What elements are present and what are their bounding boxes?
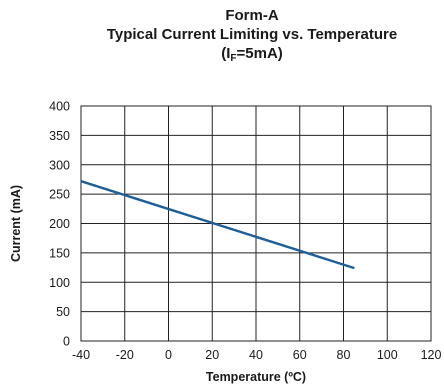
x-tick-label: -40 <box>72 348 90 362</box>
y-tick-label: 50 <box>56 305 70 319</box>
x-tick-label: 40 <box>249 348 263 362</box>
x-tick-label: 0 <box>165 348 172 362</box>
x-tick-label: 60 <box>293 348 307 362</box>
y-tick-label: 350 <box>49 129 70 143</box>
grid <box>80 105 432 342</box>
y-tick-labels: 0 50 100 150 200 250 300 350 400 <box>49 100 70 349</box>
title-line3-sub: F <box>230 53 237 64</box>
chart-title-line1: Form-A <box>225 7 279 24</box>
title-line3-suffix: =5mA) <box>236 45 283 62</box>
y-tick-label: 400 <box>49 100 70 114</box>
y-tick-label: 300 <box>49 158 70 172</box>
x-tick-label: 20 <box>205 348 219 362</box>
series-group <box>80 180 355 270</box>
y-tick-label: 200 <box>49 217 70 231</box>
title-line3-prefix: (I <box>221 45 231 62</box>
plot-frame <box>80 105 432 342</box>
chart-title-line2: Typical Current Limiting vs. Temperature <box>106 26 398 43</box>
x-tick-label: -20 <box>116 348 134 362</box>
series-line <box>80 180 355 270</box>
x-axis-label: Temperature (ºC) <box>206 370 306 384</box>
x-tick-label: 80 <box>337 348 351 362</box>
y-axis-label: Current (mA) <box>9 185 23 262</box>
plot-border <box>80 105 432 342</box>
x-tick-label: 100 <box>377 348 398 362</box>
x-tick-labels: -40 -20 0 20 40 60 80 100 120 <box>72 348 442 362</box>
y-tick-label: 100 <box>49 276 70 290</box>
y-tick-label: 0 <box>63 335 70 349</box>
chart-title-line3: (IF=5mA) <box>60 44 444 68</box>
y-tick-label: 150 <box>49 246 70 260</box>
x-tick-label: 120 <box>421 348 442 362</box>
y-tick-label: 250 <box>49 188 70 202</box>
